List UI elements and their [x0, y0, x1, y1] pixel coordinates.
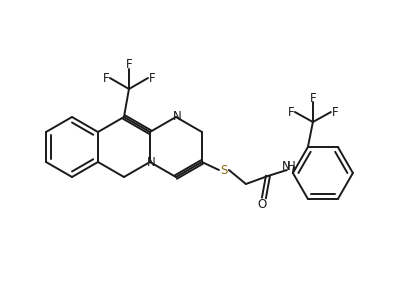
- Text: F: F: [103, 71, 109, 84]
- Text: F: F: [125, 58, 132, 71]
- Text: F: F: [287, 106, 294, 119]
- Text: N: N: [146, 155, 155, 168]
- Text: H: H: [287, 160, 295, 173]
- Text: N: N: [173, 111, 181, 124]
- Text: F: F: [331, 106, 338, 119]
- Text: N: N: [281, 160, 290, 173]
- Text: F: F: [310, 91, 316, 104]
- Text: S: S: [220, 163, 227, 176]
- Text: F: F: [148, 71, 155, 84]
- Text: O: O: [257, 199, 266, 212]
